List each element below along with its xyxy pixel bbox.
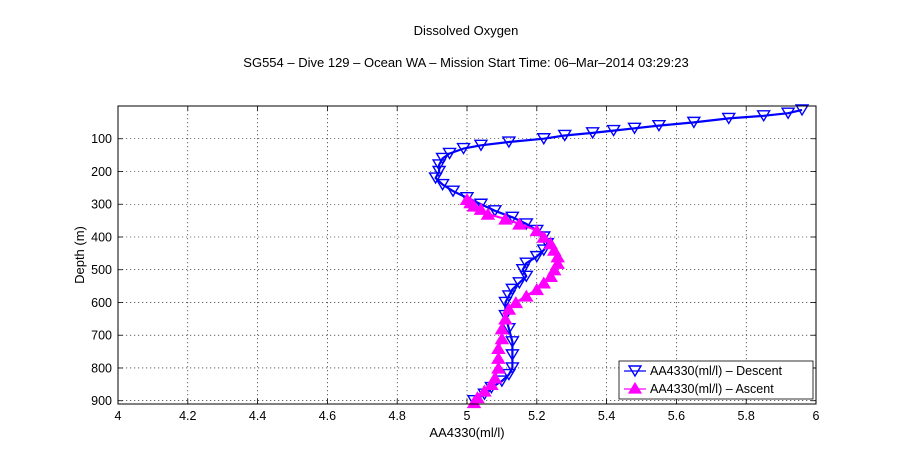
- y-tick-label: 200: [91, 165, 112, 179]
- ascent-data-point: [477, 384, 492, 397]
- ascent-data-point: [470, 391, 485, 404]
- descent-data-point: [512, 277, 527, 290]
- ascent-data-point: [536, 230, 552, 243]
- descent-data-point: [606, 124, 621, 137]
- ascent-data-point: [484, 377, 499, 391]
- descent-data-point: [505, 283, 520, 296]
- y-tick-label: 100: [91, 132, 112, 146]
- descent-data-point: [445, 185, 461, 198]
- descent-data-point: [519, 257, 534, 270]
- descent-data-point: [721, 112, 736, 125]
- ascent-data-point: [459, 192, 475, 206]
- x-tick-label: 5.8: [738, 409, 755, 423]
- descent-data-point: [519, 218, 534, 231]
- descent-data-point: [686, 116, 702, 129]
- descent-data-point: [651, 119, 667, 133]
- descent-data-point: [505, 211, 520, 224]
- descent-data-point: [473, 198, 489, 211]
- descent-data-point: [431, 159, 447, 172]
- descent-data-point: [435, 152, 450, 165]
- ascent-data-point: [491, 361, 506, 374]
- x-tick-label: 5.6: [668, 409, 685, 423]
- descent-data-point: [756, 110, 771, 123]
- ascent-data-point: [498, 212, 513, 225]
- ascent-data-point: [519, 289, 534, 302]
- descent-data-point: [473, 139, 489, 152]
- ascent-data-point: [550, 256, 565, 269]
- descent-data-point: [487, 205, 503, 218]
- ascent-data-point: [498, 312, 513, 325]
- x-tick-label: 4.2: [179, 409, 196, 423]
- legend-ascent-label: AA4330(ml/l) – Ascent: [650, 382, 774, 396]
- x-tick-label: 4.6: [319, 409, 336, 423]
- chart-title: Dissolved Oxygen: [414, 23, 519, 38]
- ascent-data-point: [547, 243, 562, 256]
- descent-data-point: [536, 133, 552, 146]
- descent-data-point: [498, 296, 513, 309]
- descent-data-point: [557, 129, 572, 142]
- descent-data-point: [627, 122, 642, 135]
- descent-data-point: [431, 165, 447, 178]
- x-tick-label: 4: [115, 409, 122, 423]
- ascent-data-point: [487, 371, 503, 384]
- y-tick-label: 700: [91, 329, 112, 343]
- descent-data-point: [456, 142, 471, 155]
- y-tick-label: 300: [91, 198, 112, 212]
- descent-data-point: [529, 250, 545, 263]
- legend-ascent-marker: [627, 381, 643, 394]
- ascent-data-point: [491, 341, 506, 355]
- descent-data-point: [780, 107, 796, 120]
- chart-subtitle: SG554 – Dive 129 – Ocean WA – Mission St…: [243, 55, 688, 70]
- axis-ticks: 4 4.2 4.4 4.6 4.8 5 5.2 5.4 5.6 5.8 6 100 200 300 400 5…: [91, 106, 820, 423]
- ascent-data-point: [543, 269, 558, 282]
- ascent-data-point: [494, 332, 510, 345]
- y-axis-label: Depth (m): [72, 226, 87, 284]
- descent-data-point: [536, 244, 552, 257]
- ascent-data-point: [512, 217, 527, 230]
- ascent-data-point: [491, 351, 506, 364]
- ascent-data-point: [547, 263, 562, 276]
- descent-data-point: [505, 336, 520, 349]
- ascent-data-point: [501, 302, 517, 315]
- ascent-data-point: [550, 250, 565, 263]
- descent-data-point: [585, 127, 600, 140]
- y-tick-label: 400: [91, 230, 112, 244]
- legend-descent-marker: [627, 365, 643, 378]
- x-tick-label: 6: [813, 409, 820, 423]
- ascent-data-point: [543, 237, 558, 250]
- x-axis-label: AA4330(ml/l): [429, 425, 504, 440]
- descent-data-point: [501, 136, 517, 149]
- ascent-data-point: [529, 283, 545, 296]
- x-tick-label: 5.4: [598, 409, 615, 423]
- y-tick-label: 800: [91, 361, 112, 375]
- y-tick-label: 500: [91, 263, 112, 277]
- descent-data-point: [501, 290, 517, 303]
- legend-descent-label: AA4330(ml/l) – Descent: [650, 364, 783, 378]
- x-tick-label: 5.2: [528, 409, 545, 423]
- y-tick-label: 900: [91, 394, 112, 408]
- descent-data-point: [428, 172, 443, 185]
- ascent-data-point: [508, 296, 524, 309]
- ascent-data-point: [536, 276, 552, 289]
- descent-data-point: [519, 270, 534, 283]
- descent-data-point: [501, 368, 517, 381]
- descent-data-point: [794, 104, 810, 117]
- x-tick-label: 4.4: [249, 409, 266, 423]
- y-tick-label: 600: [91, 296, 112, 310]
- descent-data-point: [435, 178, 450, 191]
- descent-data-point: [505, 349, 520, 362]
- x-tick-label: 5: [464, 409, 471, 423]
- ascent-data-point: [494, 322, 510, 335]
- ascent-data-point: [529, 224, 545, 237]
- x-tick-label: 4.8: [389, 409, 406, 423]
- legend-box: [618, 360, 814, 400]
- descent-data-point: [505, 362, 520, 375]
- data-series: [428, 104, 810, 409]
- legend: AA4330(ml/l) – Descent AA4330(ml/l) – As…: [618, 360, 814, 400]
- descent-data-point: [515, 264, 531, 277]
